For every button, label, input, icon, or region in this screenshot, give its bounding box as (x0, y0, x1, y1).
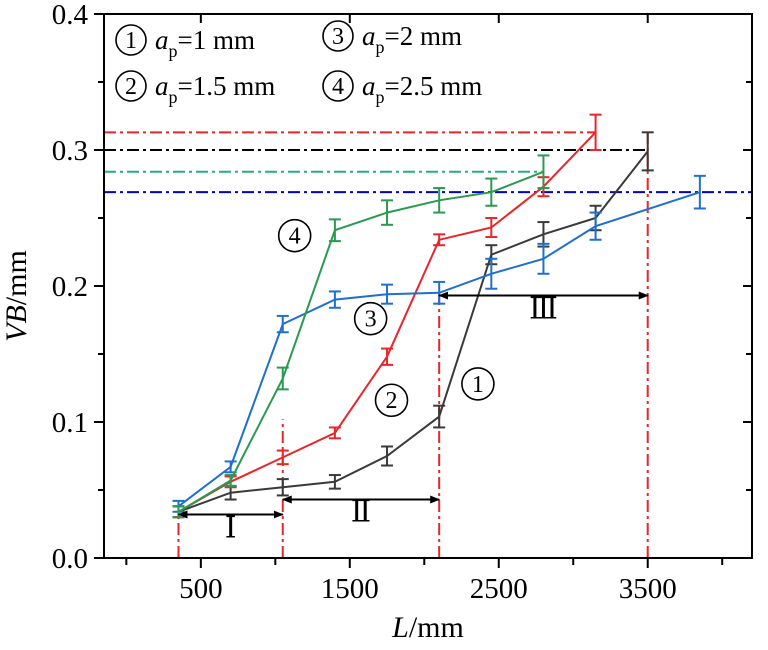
error-bar-s4-7 (537, 154, 550, 190)
error-bar-s2-2 (276, 449, 289, 466)
curve-label-3-number: 3 (365, 307, 377, 333)
error-bar-s1-9 (641, 131, 654, 172)
curve-label-4-circle (277, 218, 312, 253)
series-line-3 (177, 191, 701, 508)
legend-label-4: ap=2.5 mm (362, 71, 482, 107)
y-tick-label: 0.3 (52, 135, 88, 167)
legend-symbol: a (155, 25, 169, 55)
legend-subscript: p (169, 41, 178, 61)
legend: 1 ap=1 mm2 ap=1.5 mm3 ap=2 mm4 ap=2.5 mm (115, 20, 482, 107)
curve-label-3-circle (353, 301, 388, 336)
stage-arrows: Ⅰ Ⅱ Ⅲ (177, 291, 649, 545)
error-bar-s2-4 (381, 347, 394, 366)
legend-value: =2.5 mm (385, 71, 483, 101)
legend-value: =1.5 mm (178, 71, 276, 101)
error-bar-s3-2 (276, 314, 289, 334)
x-tick-label: 500 (179, 573, 223, 605)
curve-label-1-number: 1 (472, 372, 484, 398)
curve-label-4-number: 4 (289, 224, 301, 250)
legend-marker-1-circle (115, 24, 147, 56)
legend-marker-4: 4 (322, 70, 354, 102)
error-bar-s2-6 (485, 217, 498, 239)
y-tick-label: 0.0 (52, 543, 88, 575)
error-bar-s2-5 (433, 233, 446, 247)
y-axis-title: VB/mm (0, 250, 33, 342)
curve-label-1-circle (461, 367, 495, 401)
error-bar-s1-3 (328, 474, 341, 490)
error-bar-s2-8 (589, 113, 602, 151)
legend-marker-3-number: 3 (332, 24, 344, 50)
legend-item-4: 4 ap=2.5 mm (322, 70, 482, 107)
error-bar-s3-4 (381, 283, 394, 305)
error-bar-s4-2 (276, 366, 289, 391)
stage-label-1: Ⅰ (225, 512, 237, 545)
x-tick-label: 3500 (619, 573, 677, 605)
x-tick-label: 1500 (321, 573, 379, 605)
x-axis-title: L/mm (391, 611, 464, 644)
legend-label-2: ap=1.5 mm (155, 71, 275, 107)
curve-label-2-number: 2 (386, 388, 398, 414)
error-bar-s3-9 (693, 174, 706, 210)
y-tick-label: 0.1 (52, 407, 88, 439)
x-axis-title-symbol: L (391, 611, 409, 644)
error-bar-s4-1 (224, 474, 237, 487)
stage-label-2: Ⅱ (351, 495, 371, 528)
y-tick-label: 0.2 (52, 271, 88, 303)
legend-symbol: a (155, 71, 169, 101)
legend-label-3: ap=2 mm (362, 21, 462, 57)
legend-symbol: a (362, 71, 376, 101)
error-bar-s1-2 (276, 478, 289, 497)
legend-marker-3: 3 (322, 20, 354, 52)
curve-label-4: 4 (277, 218, 312, 253)
legend-marker-2: 2 (115, 70, 147, 102)
legend-subscript: p (169, 87, 178, 107)
legend-marker-4-circle (322, 70, 354, 102)
error-bar-s2-3 (328, 426, 341, 440)
legend-item-3: 3 ap=2 mm (322, 20, 462, 57)
error-bar-s4-5 (433, 187, 446, 214)
error-bar-s3-3 (328, 290, 341, 309)
y-axis-title-symbol: VB (0, 305, 33, 342)
legend-label-1: ap=1 mm (155, 25, 255, 61)
reference-lines (104, 131, 752, 558)
curve-label-2-circle (374, 383, 409, 418)
legend-value: =2 mm (385, 21, 462, 51)
legend-value: =1 mm (178, 25, 255, 55)
error-bar-s3-7 (537, 242, 550, 275)
error-bar-s4-6 (485, 177, 498, 207)
legend-marker-1-number: 1 (125, 28, 137, 54)
error-bar-s4-3 (328, 218, 341, 243)
legend-symbol: a (362, 21, 376, 51)
curve-label-2: 2 (374, 383, 409, 418)
legend-marker-4-number: 4 (332, 74, 344, 100)
y-axis-title-unit: /mm (0, 250, 33, 305)
curve-label-1: 1 (461, 367, 495, 401)
legend-marker-1: 1 (115, 24, 147, 56)
error-bar-s3-8 (589, 211, 602, 241)
curve-labels: 4 3 2 1 (277, 218, 495, 418)
legend-item-2: 2 ap=1.5 mm (115, 70, 275, 107)
error-bar-s3-6 (485, 257, 498, 290)
legend-marker-3-circle (322, 20, 354, 52)
series-line-4 (177, 170, 544, 513)
x-axis-title-unit: /mm (409, 611, 464, 644)
legend-subscript: p (376, 87, 385, 107)
legend-marker-2-circle (115, 70, 147, 102)
series-line-1 (178, 150, 649, 513)
data-series (172, 113, 706, 519)
error-bar-s4-4 (381, 199, 394, 226)
curve-label-3: 3 (353, 301, 388, 336)
legend-marker-2-number: 2 (125, 74, 137, 100)
error-bar-s1-4 (381, 445, 394, 467)
stage-label-3: Ⅲ (529, 293, 558, 326)
error-bar-s1-5 (433, 404, 446, 429)
legend-subscript: p (376, 37, 385, 57)
legend-item-1: 1 ap=1 mm (115, 24, 255, 61)
y-tick-label: 0.4 (52, 0, 89, 31)
x-tick-label: 2500 (470, 573, 528, 605)
